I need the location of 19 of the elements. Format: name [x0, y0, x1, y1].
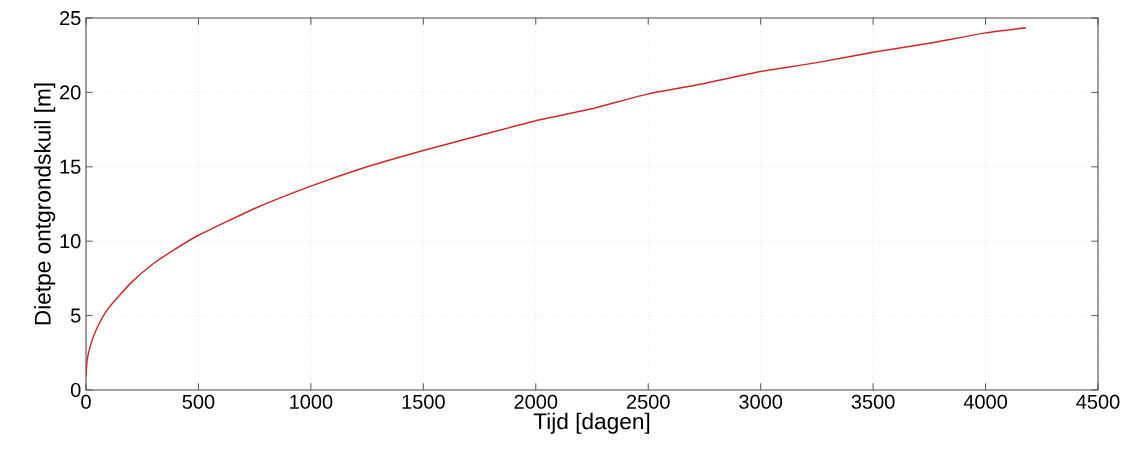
y-tick-label: 0: [70, 382, 81, 398]
x-tick-label: 2000: [514, 394, 558, 409]
x-tick-label: 1500: [402, 394, 445, 409]
y-axis-title: Dietpe ontgrondskuil [m]: [34, 83, 56, 325]
x-tick-label: 4500: [1076, 394, 1120, 409]
x-tick-label: 1000: [290, 394, 333, 409]
x-axis-title: Tijd [dagen]: [533, 412, 650, 434]
y-tick-label: 10: [60, 234, 81, 249]
y-tick-label: 5: [70, 308, 81, 323]
x-tick-label: 0: [81, 394, 91, 409]
x-tick-label: 500: [182, 394, 215, 409]
line-series: [86, 26, 1027, 378]
y-tick-label: 15: [60, 159, 81, 174]
x-tick-label: 2500: [626, 394, 670, 409]
y-tick-label: 20: [60, 85, 81, 100]
x-tick-label: 3500: [851, 394, 895, 409]
x-tick-label: 3000: [739, 394, 783, 409]
x-tick-label: 4000: [963, 394, 1007, 409]
y-tick-label: 25: [60, 10, 81, 26]
